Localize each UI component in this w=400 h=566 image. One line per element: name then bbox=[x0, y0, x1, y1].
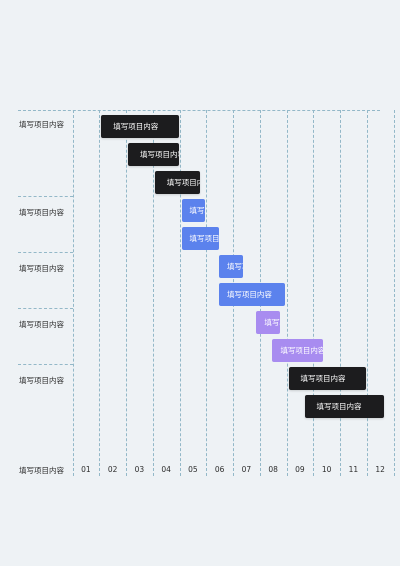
task-bar-label: 填写项目内容 bbox=[166, 178, 200, 187]
task-bar-label: 填写项目内容 bbox=[226, 290, 272, 299]
task-bar[interactable]: 填写项目内容 bbox=[154, 171, 200, 194]
task-bar[interactable]: 填写项目内容 bbox=[272, 339, 323, 362]
group-label: 填写项目内容 bbox=[19, 208, 64, 217]
task-bar[interactable]: 填写项目内容 bbox=[256, 311, 281, 334]
task-bar-label: 填写项目内容 bbox=[140, 150, 179, 159]
column-label: 04 bbox=[161, 465, 171, 474]
task-bar[interactable]: 填写项目内容 bbox=[181, 227, 219, 250]
task-bar-label: 填写项目内容 bbox=[189, 206, 206, 215]
group-separator-line bbox=[18, 196, 73, 197]
grid-line-column bbox=[366, 110, 368, 476]
group-separator-line bbox=[18, 308, 73, 309]
column-label: 01 bbox=[81, 465, 91, 474]
grid-line-column bbox=[152, 110, 154, 476]
task-bar-label: 填写项目内容 bbox=[226, 262, 243, 271]
group-label: 填写项目内容 bbox=[19, 320, 64, 329]
group-separator-line bbox=[18, 364, 73, 365]
task-bar[interactable]: 填写项目内容 bbox=[181, 199, 206, 222]
column-label: 09 bbox=[295, 465, 305, 474]
task-bar[interactable]: 填写项目内容 bbox=[218, 255, 243, 278]
task-bar[interactable]: 填写项目内容 bbox=[218, 283, 286, 306]
column-label: 08 bbox=[268, 465, 278, 474]
task-bar-label: 填写项目内容 bbox=[280, 346, 323, 355]
grid-line-column bbox=[179, 110, 181, 476]
group-separator-line bbox=[18, 252, 73, 253]
task-bar-label: 填写项目内容 bbox=[316, 402, 362, 411]
column-label: 03 bbox=[134, 465, 145, 474]
grid-line-column bbox=[393, 110, 395, 476]
grid-line-column bbox=[99, 110, 101, 476]
task-bar-label: 填写项目内容 bbox=[189, 234, 219, 243]
grid-line-column bbox=[313, 110, 315, 476]
task-bar[interactable]: 填写项目内容 bbox=[128, 143, 179, 166]
column-label: 11 bbox=[348, 465, 359, 474]
column-label: 07 bbox=[241, 465, 252, 474]
column-label: 05 bbox=[188, 465, 198, 474]
grid-line-top bbox=[18, 110, 380, 111]
axis-footer-label: 填写项目内容 bbox=[19, 466, 64, 475]
group-label: 填写项目内容 bbox=[19, 264, 64, 273]
column-label: 06 bbox=[214, 465, 225, 474]
grid-line-column bbox=[340, 110, 341, 476]
task-bar[interactable]: 填写项目内容 bbox=[101, 115, 179, 138]
task-bar-label: 填写项目内容 bbox=[113, 122, 159, 131]
task-bar[interactable]: 填写项目内容 bbox=[288, 367, 366, 390]
task-bar[interactable]: 填写项目内容 bbox=[304, 395, 385, 418]
grid-line-column bbox=[206, 110, 208, 476]
group-label: 填写项目内容 bbox=[19, 376, 64, 385]
column-label: 02 bbox=[107, 465, 118, 474]
task-bar-label: 填写项目内容 bbox=[300, 374, 346, 383]
grid-line-column bbox=[286, 110, 288, 476]
column-label: 12 bbox=[375, 465, 385, 474]
grid-line-column bbox=[126, 110, 127, 476]
grid-line-column bbox=[72, 110, 74, 476]
task-bar-label: 填写项目内容 bbox=[264, 318, 280, 327]
group-label: 填写项目内容 bbox=[19, 120, 64, 129]
column-label: 10 bbox=[321, 465, 332, 474]
